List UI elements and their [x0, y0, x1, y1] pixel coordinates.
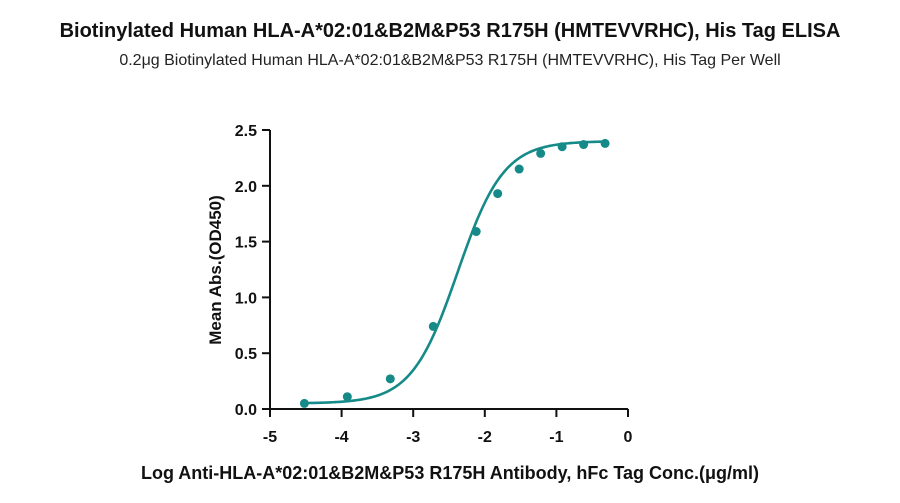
data-point — [579, 140, 589, 150]
data-points-layer — [299, 138, 610, 408]
data-point — [342, 392, 352, 402]
data-point — [471, 227, 481, 237]
data-point — [600, 138, 610, 148]
data-point — [428, 321, 438, 331]
x-axis-label: Log Anti-HLA-A*02:01&B2M&P53 R175H Antib… — [141, 463, 759, 483]
axes: -5 -4 -3 -2 -1 0 0.0 0.5 1.0 1.5 2.0 2.5 — [235, 123, 633, 446]
chart-title: Biotinylated Human HLA-A*02:01&B2M&P53 R… — [59, 20, 841, 42]
y-axis-label: Mean Abs.(OD450) — [206, 195, 225, 345]
chart-subtitle: 0.2μg Biotinylated Human HLA-A*02:01&B2M… — [119, 52, 781, 69]
data-point — [299, 398, 309, 408]
y-tick-label: 0.5 — [235, 346, 257, 363]
x-tick-label: -1 — [549, 429, 563, 446]
x-tick-label: -3 — [406, 429, 420, 446]
x-tick-label: -4 — [334, 429, 348, 446]
data-point — [557, 142, 567, 152]
data-point — [536, 148, 546, 158]
fit-curve-layer — [304, 140, 606, 405]
y-tick-label: 0.0 — [235, 402, 257, 419]
y-tick-label: 2.5 — [235, 123, 257, 140]
data-point — [493, 189, 503, 199]
fit-curve — [304, 140, 606, 405]
y-tick-label: 2.0 — [235, 179, 257, 196]
data-point — [514, 164, 524, 174]
x-tick-label: -2 — [478, 429, 492, 446]
x-tick-label: -5 — [263, 429, 277, 446]
data-point — [385, 374, 395, 384]
x-tick-label: 0 — [624, 429, 633, 446]
y-tick-label: 1.0 — [235, 290, 257, 307]
y-tick-label: 1.5 — [235, 235, 257, 252]
